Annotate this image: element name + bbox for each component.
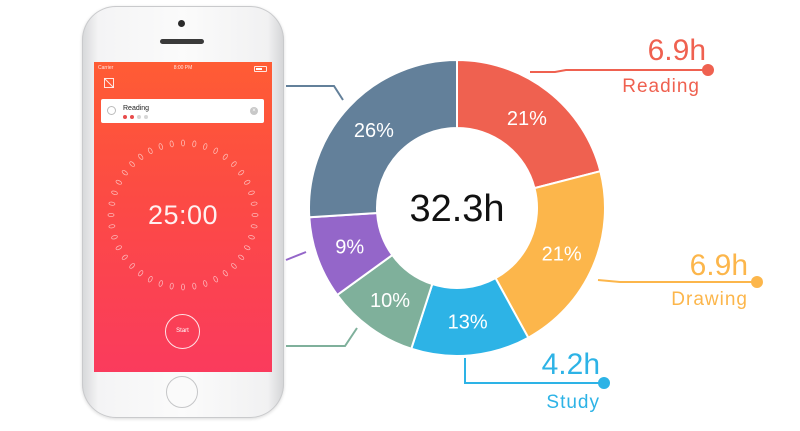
timer-tick-mark [121, 170, 128, 176]
iphone-mockup: Carrier 8:00 PM Reading × 25:00 Start [82, 6, 284, 418]
timer-tick-mark [213, 147, 219, 154]
segment-leader-line [286, 327, 358, 347]
timer-tick-mark [192, 140, 197, 148]
callout-category-label: Drawing [671, 289, 748, 310]
timer-tick-mark [121, 254, 128, 260]
callout-leader-line [464, 358, 604, 384]
callout-end-dot [598, 377, 610, 389]
callout-hours-value: 4.2h [542, 348, 600, 381]
total-hours-label: 32.3h [409, 188, 504, 230]
segment-leader-line [285, 251, 307, 261]
timer-tick-mark [180, 283, 185, 291]
timer-tick-mark [181, 139, 186, 147]
callout-leader-line [530, 69, 708, 73]
timer-tick-mark [192, 282, 197, 290]
timer-tick-mark [129, 161, 135, 167]
timer-tick-mark [238, 254, 245, 260]
pomodoro-dot [137, 115, 141, 119]
segment-percent-label: 13% [448, 312, 488, 334]
callout-end-dot [702, 64, 714, 76]
callout-hours-value: 6.9h [690, 249, 748, 282]
timer-tick-mark [231, 263, 237, 269]
timer-tick-mark [250, 224, 258, 229]
callout-leader-line [597, 279, 757, 283]
timer-tick-mark [138, 270, 144, 277]
timer-display: 25:00 [147, 200, 219, 230]
timer-tick-mark [115, 245, 122, 251]
timer-tick-mark [138, 153, 144, 160]
timer-tick-mark [129, 263, 135, 269]
timer-tick-mark [108, 201, 116, 206]
timer-tick-mark [231, 161, 237, 167]
timer-tick-mark [158, 280, 163, 287]
segment-percent-label: 26% [354, 120, 394, 142]
segment-percent-label: 10% [370, 290, 410, 312]
timer-tick-mark [244, 245, 251, 251]
callout-category-label: Study [546, 392, 600, 413]
timer-tick-mark [203, 280, 208, 287]
front-camera [178, 20, 185, 27]
timer-tick-mark [238, 170, 245, 176]
home-button [166, 376, 198, 408]
timer-tick-mark [248, 190, 255, 195]
pomodoro-dots [123, 115, 151, 133]
pomodoro-dot [130, 115, 134, 119]
timer-tick-mark [115, 179, 122, 185]
app-screen: Carrier 8:00 PM Reading × 25:00 Start [94, 62, 272, 372]
earpiece-speaker [160, 39, 204, 44]
timer-tick-mark [111, 190, 118, 195]
timer-tick-mark [251, 212, 259, 217]
pomodoro-dot [123, 115, 127, 119]
callout-end-dot [751, 276, 763, 288]
segment-leader-line [286, 85, 344, 101]
callout-category-label: Reading [622, 76, 700, 97]
task-check-circle[interactable] [107, 106, 116, 115]
timer-tick-mark [222, 270, 228, 277]
timer-tick-mark [158, 143, 163, 150]
carrier-label: Carrier [98, 65, 114, 71]
clear-task-icon[interactable]: × [250, 107, 258, 115]
timer-tick-mark [244, 179, 251, 185]
callout-hours-value: 6.9h [648, 34, 706, 67]
timer-tick-mark [147, 147, 153, 154]
donut-segment [308, 58, 458, 219]
timer-tick-mark [111, 235, 118, 240]
donut-segment [456, 58, 602, 190]
segment-percent-label: 21% [542, 243, 582, 265]
battery-icon [254, 66, 267, 72]
timer-tick-ring [107, 139, 259, 291]
timer-tick-mark [222, 153, 228, 160]
timer-tick-mark [248, 235, 255, 240]
timer-tick-mark [107, 213, 115, 218]
stats-icon[interactable] [104, 78, 114, 88]
pomodoro-dot [144, 115, 148, 119]
timer-tick-mark [108, 224, 116, 229]
start-button[interactable]: Start [165, 314, 200, 349]
timer-tick-mark [203, 143, 208, 150]
status-bar: Carrier 8:00 PM [94, 63, 272, 73]
timer-tick-mark [169, 282, 174, 290]
segment-percent-label: 21% [507, 108, 547, 130]
timer-tick-mark [147, 276, 153, 283]
timer-tick-mark [169, 140, 174, 148]
donut-segment [494, 169, 606, 340]
task-name: Reading [123, 105, 150, 112]
segment-percent-label: 9% [335, 237, 364, 259]
timer-tick-mark [250, 201, 258, 206]
clock-label: 8:00 PM [173, 65, 193, 71]
timer-tick-mark [213, 276, 219, 283]
current-task-card[interactable]: Reading × [101, 99, 264, 123]
